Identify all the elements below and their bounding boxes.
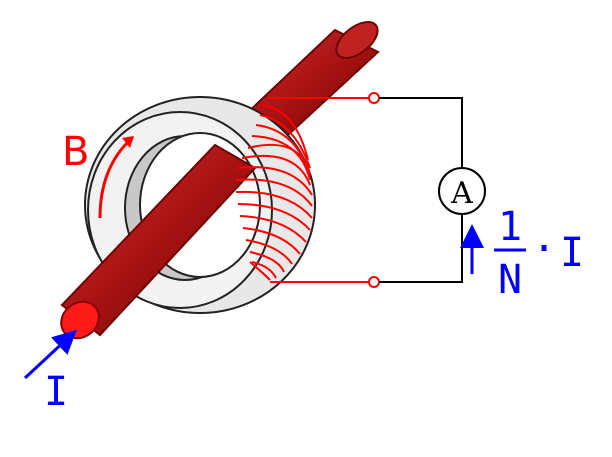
secondary-current-formula: 1 N · I [494, 204, 584, 303]
primary-current-label: I [44, 369, 68, 415]
fraction-denominator: N [498, 257, 522, 303]
secondary-current-symbol: I [560, 230, 584, 276]
fraction-numerator: 1 [498, 204, 522, 250]
terminal-bottom [368, 276, 380, 288]
curved-arrow-icon [98, 140, 130, 219]
ammeter-label: A [450, 176, 473, 211]
field-arrow [98, 136, 134, 219]
winding-leads [268, 97, 372, 283]
multiply-dot: · [532, 226, 556, 272]
ammeter: A [438, 167, 486, 215]
ammeter-circle-icon [438, 167, 486, 215]
field-label: B [62, 129, 89, 175]
primary-current-arrow [23, 329, 77, 380]
secondary-winding [235, 104, 313, 281]
terminal-top [368, 92, 380, 104]
